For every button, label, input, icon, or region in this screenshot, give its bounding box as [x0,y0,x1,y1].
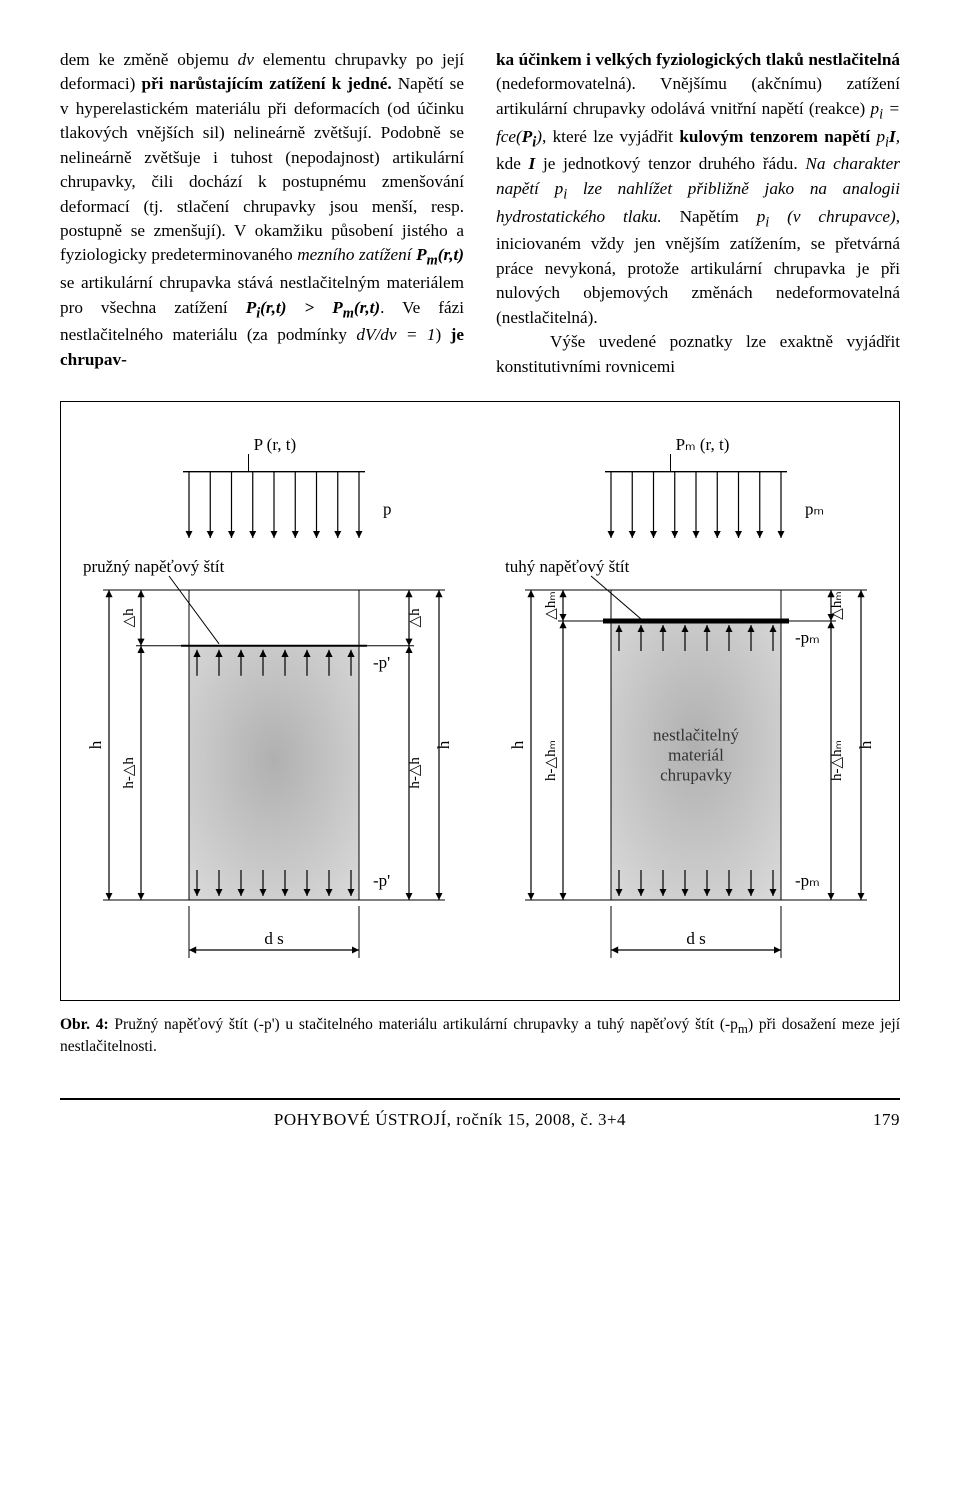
svg-text:h-△h: h-△h [121,757,137,789]
svg-text:-pₘ: -pₘ [795,628,820,647]
page-footer: POHYBOVÉ ÚSTROJÍ, ročník 15, 2008, č. 3+… [60,1110,900,1130]
svg-text:p: p [383,500,392,519]
svg-text:△h: △h [121,608,137,628]
footer-center-text: POHYBOVÉ ÚSTROJÍ, ročník 15, 2008, č. 3+… [60,1110,840,1130]
svg-text:△hₘ: △hₘ [829,591,845,619]
text-columns: dem ke změně objemu dv elementu chrupavk… [60,48,900,379]
svg-text:Pₘ (r, t): Pₘ (r, t) [676,435,730,454]
svg-text:h-△hₘ: h-△hₘ [829,740,845,781]
figure-left-diagram: P (r, t) p pružný napěťový štít -p' -p' d s h △… [79,420,459,980]
svg-text:chrupavky: chrupavky [660,765,732,784]
svg-text:P (r, t): P (r, t) [254,435,297,454]
svg-text:-p': -p' [373,653,390,672]
svg-text:nestlačitelný: nestlačitelný [653,725,739,744]
figure-inner: P (r, t) p pružný napěťový štít -p' -p' d s h △… [79,420,881,980]
column-left: dem ke změně objemu dv elementu chrupavk… [60,48,464,379]
paragraph-right: ka účinkem i velkých fyziologických tlak… [496,48,900,379]
svg-text:h-△hₘ: h-△hₘ [543,740,559,781]
svg-text:pₘ: pₘ [805,500,824,519]
paragraph-left: dem ke změně objemu dv elementu chrupavk… [60,48,464,372]
svg-text:tuhý napěťový štít: tuhý napěťový štít [505,557,630,576]
svg-text:h-△h: h-△h [407,757,423,789]
svg-text:-p': -p' [373,871,390,890]
svg-text:-pₘ: -pₘ [795,871,820,890]
figure-4: P (r, t) p pružný napěťový štít -p' -p' d s h △… [60,401,900,1001]
svg-text:h: h [86,740,105,749]
svg-text:h: h [856,740,875,749]
svg-text:d s: d s [264,929,283,948]
svg-text:h: h [508,740,527,749]
footer-page-number: 179 [840,1110,900,1130]
page: dem ke změně objemu dv elementu chrupavk… [0,0,960,1160]
svg-text:△hₘ: △hₘ [543,591,559,619]
svg-text:pružný napěťový štít: pružný napěťový štít [83,557,225,576]
svg-text:d s: d s [686,929,705,948]
svg-text:h: h [434,740,453,749]
svg-text:△h: △h [407,608,423,628]
footer-rule [60,1098,900,1100]
figure-right-diagram: Pₘ (r, t) pₘ tuhý napěťový štít -pₘ -pₘ nestl… [501,420,881,980]
figure-caption: Obr. 4: Pružný napěťový štít (-p') u sta… [60,1015,900,1058]
column-right: ka účinkem i velkých fyziologických tlak… [496,48,900,379]
svg-text:materiál: materiál [668,745,724,764]
